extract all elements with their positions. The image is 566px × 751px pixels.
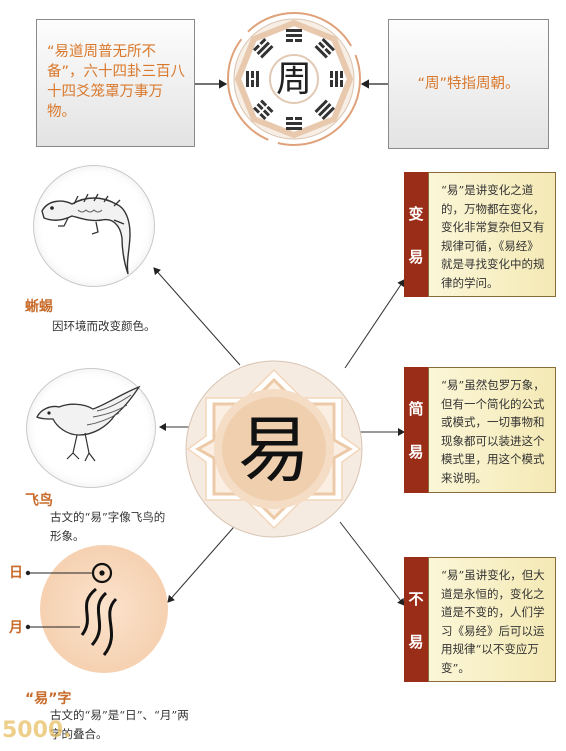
bird-circle: [26, 368, 156, 488]
note-jian: “易”虽然包罗万象，但有一个简化的公式或模式，一切事物和现象都可以装进这个模式里…: [428, 367, 556, 493]
tag-bu-1: 不: [408, 589, 424, 608]
watermark: 5000.: [2, 718, 72, 743]
top-left-text: “易道周普无所不备”，六十四卦三百八十四爻笼罩万事万物。: [47, 44, 186, 120]
tag-bian-2: 易: [408, 247, 424, 266]
top-right-text: “周”特指周朝。: [417, 76, 520, 92]
tag-jian: 简 易: [404, 367, 428, 493]
bird-desc: 古文的“易”字像飞鸟的形象。: [50, 510, 166, 543]
note-bu: “易”虽讲变化，但大道是永恒的，变化之道是不变的，人们学习《易经》后可以运用规律…: [428, 557, 556, 682]
yi-medallion: [185, 360, 363, 538]
zhou-glyph: 周: [275, 59, 312, 100]
bird-icon: [36, 385, 141, 462]
tag-bian: 变 易: [404, 172, 428, 297]
yi-central-glyph: 易: [237, 408, 310, 492]
moon-label: 月: [9, 620, 23, 636]
note-bu-text: “易”虽讲变化，但大道是永恒的，变化之道是不变的，人们学习《易经》后可以运用规律…: [441, 568, 545, 675]
note-bian-text: “易”是讲变化之道的，万物都在变化，变化非常复杂但又有规律可循，《易经》就是寻找…: [441, 183, 545, 290]
yi-glyph-desc: 古文的“易”是“日”、“月”两字的叠合。: [50, 708, 189, 741]
tag-bian-1: 变: [408, 204, 424, 223]
sun-moon-glyph: [25, 562, 118, 656]
tag-bu: 不 易: [404, 557, 428, 682]
top-left-note: “易道周普无所不备”，六十四卦三百八十四爻笼罩万事万物。: [36, 19, 195, 147]
lizard-title: 蜥蜴: [25, 299, 53, 315]
yi-glyph-circle: [40, 545, 168, 673]
lizard-circle: [33, 165, 155, 287]
bagua-medallion: [227, 12, 361, 146]
sun-label: 日: [9, 565, 23, 581]
tag-jian-1: 简: [408, 400, 424, 418]
tag-bu-2: 易: [408, 632, 424, 651]
yi-glyph-title: “易”字: [25, 691, 72, 707]
lizard-desc: 因环境而改变颜色。: [52, 319, 156, 333]
note-bian: “易”是讲变化之道的，万物都在变化，变化非常复杂但又有规律可循，《易经》就是寻找…: [428, 172, 556, 297]
lizard-icon: [41, 193, 131, 275]
tag-jian-2: 易: [408, 443, 424, 461]
bird-title: 飞鸟: [25, 493, 53, 509]
top-right-note: “周”特指周朝。: [388, 19, 549, 149]
note-jian-text: “易”虽然包罗万象，但有一个简化的公式或模式，一切事物和现象都可以装进这个模式里…: [441, 378, 545, 485]
